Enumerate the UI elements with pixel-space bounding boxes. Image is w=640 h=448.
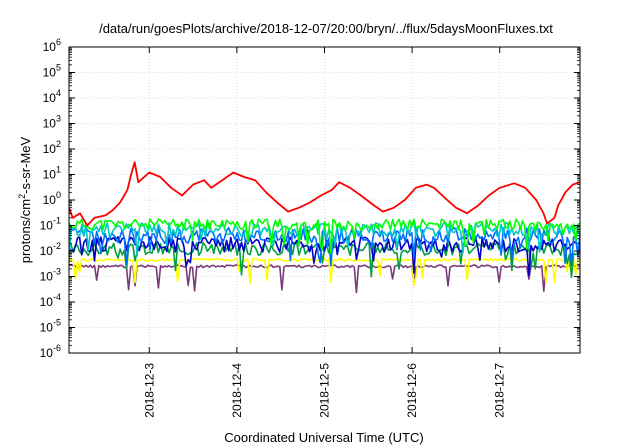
series-line-4 <box>69 236 580 277</box>
series-line-7 <box>69 264 580 294</box>
x-tick-label: 2018-12-5 <box>318 363 332 418</box>
chart-title: /data/run/goesPlots/archive/2018-12-07/2… <box>99 21 553 36</box>
y-tick-label: 10-6 <box>40 343 61 360</box>
x-axis: 2018-12-3 2018-12-4 2018-12-5 2018-12-6 2018… <box>142 47 507 418</box>
y-tick-label: 104 <box>43 88 61 105</box>
y-axis-label-sup: 2 <box>17 194 27 199</box>
series-line-0 <box>69 161 580 227</box>
x-tick-label: 2018-12-6 <box>405 363 419 418</box>
y-tick-label: 106 <box>43 37 61 54</box>
y-tick-label: 10-3 <box>40 267 61 284</box>
series-line-1 <box>69 218 580 255</box>
x-axis-label: Coordinated Universal Time (UTC) <box>224 430 423 445</box>
y-tick-label: 10-2 <box>40 241 61 258</box>
series-line-6 <box>69 257 580 287</box>
x-tick-label: 2018-12-7 <box>493 363 507 418</box>
y-tick-label: 10-5 <box>40 318 61 335</box>
y-tick-label: 10-1 <box>40 216 61 233</box>
y-tick-label: 10-4 <box>40 292 61 309</box>
x-tick-label: 2018-12-3 <box>142 363 156 418</box>
y-tick-label: 101 <box>43 165 61 182</box>
y-axis-label-base: protons/cm <box>18 199 33 263</box>
grid <box>69 46 580 354</box>
y-tick-label: 103 <box>43 114 61 131</box>
series-group <box>69 161 580 294</box>
y-tick-label: 100 <box>43 190 61 207</box>
x-tick-label: 2018-12-4 <box>230 363 244 418</box>
y-axis-label-rest: -s-sr-MeV <box>18 136 33 193</box>
y-tick-label: 102 <box>43 139 61 156</box>
y-axis: 10-6 10-5 10-4 10-3 10-2 10-1 100 101 102 103 104 1… <box>40 37 580 360</box>
y-tick-label: 105 <box>43 63 61 80</box>
y-axis-label: protons/cm2-s-sr-MeV <box>17 136 33 263</box>
